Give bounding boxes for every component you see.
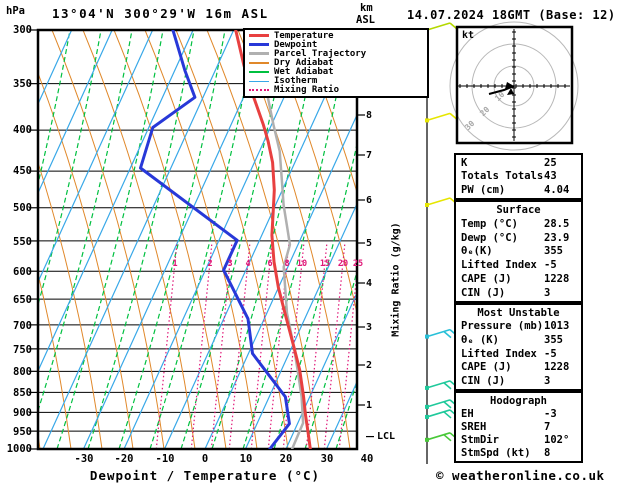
legend-item-isotherm: Isotherm (245, 76, 427, 86)
axis-ticks (29, 29, 374, 450)
table-row: EH -3 (461, 407, 557, 420)
table-row: Lifted Index -5 (461, 347, 557, 360)
altitude-unit-asl: ASL (356, 14, 375, 26)
temp-tick: 20 (279, 453, 293, 465)
indices-panel: K 25 Totals Totals 43 PW (cm) 4.04 (454, 153, 583, 200)
table-row: Temp (°C) 28.5 (461, 217, 570, 230)
legend-item-dry-adiabat: Dry Adiabat (245, 58, 427, 68)
pressure-tick: 500 (13, 202, 32, 214)
plot-frame (36, 28, 359, 451)
svg-text:25: 25 (353, 259, 363, 269)
pressure-unit-label: hPa (6, 5, 25, 17)
panel-header: Surface (496, 203, 541, 216)
km-tick: 2 (366, 360, 373, 371)
hodograph-panel: Hodograph EH -3 SREH 7 StmDir 102° StmSpd (… (454, 391, 583, 463)
svg-text:3: 3 (227, 259, 232, 269)
legend-item-dewpoint: Dewpoint (245, 40, 427, 50)
pressure-tick: 850 (13, 387, 32, 399)
svg-text:20: 20 (338, 259, 348, 269)
legend-item-wet-adiabat: Wet Adiabat (245, 67, 427, 77)
km-tick: 7 (366, 150, 373, 161)
km-tick: 3 (366, 322, 373, 333)
legend-item-mixing-ratio: Mixing Ratio (245, 85, 427, 95)
lcl-label: LCL (377, 431, 396, 442)
svg-text:15: 15 (320, 259, 330, 269)
datetime-label: 14.07.2024 18GMT (Base: 12) (407, 8, 616, 22)
table-row: CIN (J) 3 (461, 375, 551, 388)
km-tick: 6 (366, 195, 373, 206)
table-row: Totals Totals 43 (461, 170, 557, 183)
sounding-curves (139, 30, 312, 449)
svg-text:8: 8 (284, 259, 289, 269)
table-row: SREH 7 (461, 420, 551, 433)
km-tick: 1 (366, 400, 373, 411)
isotherm-line-icon (249, 80, 269, 83)
table-row: θₑ (K) 355 (461, 334, 563, 347)
legend-item-parcel: Parcel Trajectory (245, 49, 427, 59)
pressure-tick: 550 (13, 236, 32, 248)
svg-text:1: 1 (172, 259, 177, 269)
parcel-line-icon (249, 52, 269, 56)
most-unstable-panel: Most Unstable Pressure (mb) 1013 θₑ (K) 35… (454, 303, 583, 391)
temp-tick: 0 (201, 453, 209, 465)
pressure-tick: 1000 (6, 443, 32, 455)
svg-text:4: 4 (245, 259, 250, 269)
legend-item-temperature: Temperature (245, 31, 427, 41)
mixing-ratio-labels: 1 2 3 4 6 8 10 15 20 25 (172, 259, 363, 269)
km-tick: 8 (366, 110, 373, 121)
temp-axis-title: Dewpoint / Temperature (°C) (89, 468, 321, 483)
legend: Temperature Dewpoint Parcel Trajectory D… (243, 28, 429, 98)
altitude-unit-km: km (360, 2, 373, 14)
hodograph-unit-label: kt (462, 30, 475, 41)
pressure-tick: 750 (13, 344, 32, 356)
table-row: K 25 (461, 156, 557, 169)
mixing-ratio-axis-title: Mixing Ratio (g/kg) (390, 222, 402, 337)
pressure-tick: 350 (13, 78, 32, 90)
temp-tick: -30 (74, 453, 94, 465)
svg-text:6: 6 (267, 259, 272, 269)
table-row: StmSpd (kt) 8 (461, 447, 551, 460)
table-row: CIN (J) 3 (461, 286, 551, 299)
temperature-line-icon (249, 34, 269, 38)
km-tick: 5 (366, 238, 373, 249)
svg-text:2: 2 (207, 259, 212, 269)
table-row: Lifted Index -5 (461, 259, 557, 272)
pressure-tick: 450 (13, 165, 32, 177)
pressure-tick: 300 (13, 24, 32, 36)
km-tick: 4 (366, 278, 373, 289)
panel-header: Hodograph (490, 394, 547, 407)
table-row: θₑ(K) 355 (461, 245, 563, 258)
page-title: 13°04'N 300°29'W 16m ASL (52, 6, 269, 21)
wind-barbs (425, 22, 458, 442)
dewpoint-line-icon (249, 43, 269, 47)
table-row: CAPE (J) 1228 (461, 361, 570, 374)
dry-adiabat-line-icon (249, 62, 269, 64)
pressure-tick: 400 (13, 124, 32, 136)
pressure-tick: 650 (13, 294, 32, 306)
wet-adiabat-line-icon (249, 71, 269, 73)
table-row: PW (cm) 4.04 (461, 184, 570, 197)
table-row: Dewp (°C) 23.9 (461, 231, 570, 244)
pressure-tick: 900 (13, 407, 32, 419)
mixing-ratio-line-icon (249, 89, 269, 92)
temp-tick: -20 (114, 453, 134, 465)
table-row: StmDir 102° (461, 434, 570, 447)
temp-tick: 30 (320, 453, 334, 465)
pressure-tick: 950 (13, 426, 32, 438)
pressure-tick: 700 (13, 320, 32, 332)
surface-panel: Surface Temp (°C) 28.5 Dewp (°C) 23.9 θₑ(K… (454, 200, 583, 303)
pressure-tick: 600 (13, 266, 32, 278)
temp-tick: -10 (155, 453, 175, 465)
panel-header: Most Unstable (477, 306, 560, 319)
temp-tick: 10 (239, 453, 253, 465)
svg-text:10: 10 (297, 259, 307, 269)
table-row: CAPE (J) 1228 (461, 273, 570, 286)
table-row: Pressure (mb) 1013 (461, 320, 570, 333)
hodograph-box (449, 21, 579, 151)
temp-tick: 40 (360, 453, 374, 465)
pressure-tick: 800 (13, 366, 32, 378)
watermark: © weatheronline.co.uk (436, 468, 605, 483)
